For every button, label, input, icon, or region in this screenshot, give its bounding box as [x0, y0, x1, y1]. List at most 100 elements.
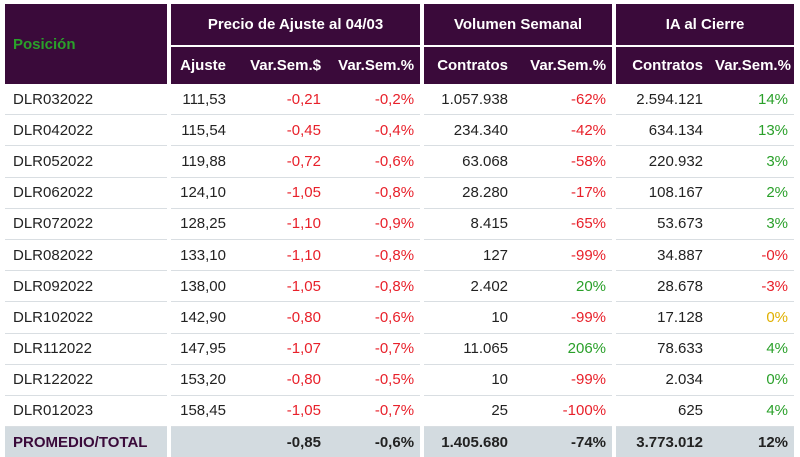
table-cell: -0,5% — [327, 364, 425, 396]
table-cell: -17% — [514, 177, 617, 209]
table-cell: -0,8% — [327, 177, 425, 209]
table-cell: -1,05 — [232, 177, 327, 209]
table-cell: -0,7% — [327, 395, 425, 428]
table-cell: 153,20 — [169, 364, 232, 396]
position-name: DLR032022 — [5, 84, 171, 116]
table-cell: 127 — [422, 239, 515, 272]
group-header-settlement-price: Precio de Ajuste al 04/03 — [169, 4, 425, 47]
table-cell: 234.340 — [422, 114, 515, 147]
table-cell: -0,9% — [327, 208, 425, 240]
position-name: DLR052022 — [5, 145, 171, 178]
position-name: DLR122022 — [5, 364, 171, 396]
table-cell: 17.128 — [614, 301, 710, 334]
table-cell: 115,54 — [169, 114, 232, 147]
column-header-volume-change-percent: Var.Sem.% — [514, 46, 617, 84]
column-header-oi-contracts: Contratos — [614, 46, 710, 84]
futures-table: Posición Precio de Ajuste al 04/03 Volum… — [5, 4, 795, 457]
table-cell: 206% — [514, 333, 617, 365]
position-name: DLR042022 — [5, 114, 171, 147]
table-cell: 12% — [709, 426, 795, 457]
table-row: DLR042022 115,54 -0,45 -0,4% 234.340 -42% 634.… — [5, 114, 795, 147]
table-row: DLR082022 133,10 -1,10 -0,8% 127 -99% 34.887 -0… — [5, 239, 795, 272]
group-header-open-interest: IA al Cierre — [614, 4, 795, 47]
table-cell: -1,05 — [232, 395, 327, 428]
column-header-weekly-change-percent: Var.Sem.% — [327, 46, 425, 84]
table-cell: 124,10 — [169, 177, 232, 209]
table-header: Posición Precio de Ajuste al 04/03 Volum… — [5, 4, 795, 84]
table-cell: 634.134 — [614, 114, 710, 147]
table-cell: -0,2% — [327, 84, 425, 116]
table-cell: 147,95 — [169, 333, 232, 365]
table-cell: 3.773.012 — [614, 426, 710, 457]
column-header-volume-contracts: Contratos — [422, 46, 515, 84]
table-cell: -1,05 — [232, 270, 327, 303]
table-cell: 78.633 — [614, 333, 710, 365]
table-cell: 8.415 — [422, 208, 515, 240]
total-row: PROMEDIO/TOTAL -0,85 -0,6% 1.405.680 -74% 3.7… — [5, 426, 795, 457]
table-cell: 34.887 — [614, 239, 710, 272]
table-cell: -0,80 — [232, 364, 327, 396]
table-cell: -0,7% — [327, 333, 425, 365]
table-cell: -1,10 — [232, 208, 327, 240]
table-row: DLR032022 111,53 -0,21 -0,2% 1.057.938 -62% 2.… — [5, 84, 795, 116]
table-cell: -0,45 — [232, 114, 327, 147]
table-cell: 3% — [709, 208, 795, 240]
table-cell: -62% — [514, 84, 617, 116]
table-cell — [169, 426, 232, 457]
table-cell: 63.068 — [422, 145, 515, 178]
table-cell: -0,21 — [232, 84, 327, 116]
table-cell: 158,45 — [169, 395, 232, 428]
table-row: DLR072022 128,25 -1,10 -0,9% 8.415 -65% 53.673… — [5, 208, 795, 240]
position-name: DLR092022 — [5, 270, 171, 303]
table-row: DLR052022 119,88 -0,72 -0,6% 63.068 -58% 220.9… — [5, 145, 795, 178]
table-row: DLR102022 142,90 -0,80 -0,6% 10 -99% 17.128 0% — [5, 301, 795, 334]
table-row: DLR112022 147,95 -1,07 -0,7% 11.065 206% 78.63… — [5, 333, 795, 365]
table-cell: -0% — [709, 239, 795, 272]
table-cell: 0% — [709, 364, 795, 396]
table-cell: -0,6% — [327, 426, 425, 457]
table-cell: 14% — [709, 84, 795, 116]
table-cell: 2.594.121 — [614, 84, 710, 116]
table-cell: -0,8% — [327, 270, 425, 303]
table-cell: -65% — [514, 208, 617, 240]
table-cell: 119,88 — [169, 145, 232, 178]
table-cell: -1,07 — [232, 333, 327, 365]
table-cell: -42% — [514, 114, 617, 147]
table-cell: 133,10 — [169, 239, 232, 272]
position-name: DLR112022 — [5, 333, 171, 365]
column-header-weekly-change-amount: Var.Sem.$ — [232, 46, 327, 84]
table-cell: -0,85 — [232, 426, 327, 457]
table-cell: -0,6% — [327, 145, 425, 178]
table-cell: 11.065 — [422, 333, 515, 365]
table-cell: 2.034 — [614, 364, 710, 396]
table-row: DLR062022 124,10 -1,05 -0,8% 28.280 -17% 108.1… — [5, 177, 795, 209]
table-cell: -3% — [709, 270, 795, 303]
table-cell: 4% — [709, 333, 795, 365]
table-cell: -99% — [514, 301, 617, 334]
table-cell: -99% — [514, 364, 617, 396]
column-header-position: Posición — [5, 4, 171, 84]
position-name: DLR072022 — [5, 208, 171, 240]
table-cell: 111,53 — [169, 84, 232, 116]
table-cell: -0,8% — [327, 239, 425, 272]
table-cell: 128,25 — [169, 208, 232, 240]
table-row: DLR122022 153,20 -0,80 -0,5% 10 -99% 2.034 0% — [5, 364, 795, 396]
table-row: DLR012023 158,45 -1,05 -0,7% 25 -100% 625 4% — [5, 395, 795, 428]
table-cell: 2.402 — [422, 270, 515, 303]
table-cell: -99% — [514, 239, 617, 272]
table-cell: 13% — [709, 114, 795, 147]
group-header-weekly-volume: Volumen Semanal — [422, 4, 617, 47]
table-cell: 4% — [709, 395, 795, 428]
table-cell: 2% — [709, 177, 795, 209]
table-cell: 108.167 — [614, 177, 710, 209]
table-cell: 142,90 — [169, 301, 232, 334]
table-cell: 20% — [514, 270, 617, 303]
table-cell: 25 — [422, 395, 515, 428]
table-cell: -0,80 — [232, 301, 327, 334]
position-name: DLR102022 — [5, 301, 171, 334]
table-cell: 625 — [614, 395, 710, 428]
table-cell: -1,10 — [232, 239, 327, 272]
column-header-oi-change-percent: Var.Sem.% — [709, 46, 795, 84]
table-cell: 1.057.938 — [422, 84, 515, 116]
table-cell: -0,72 — [232, 145, 327, 178]
